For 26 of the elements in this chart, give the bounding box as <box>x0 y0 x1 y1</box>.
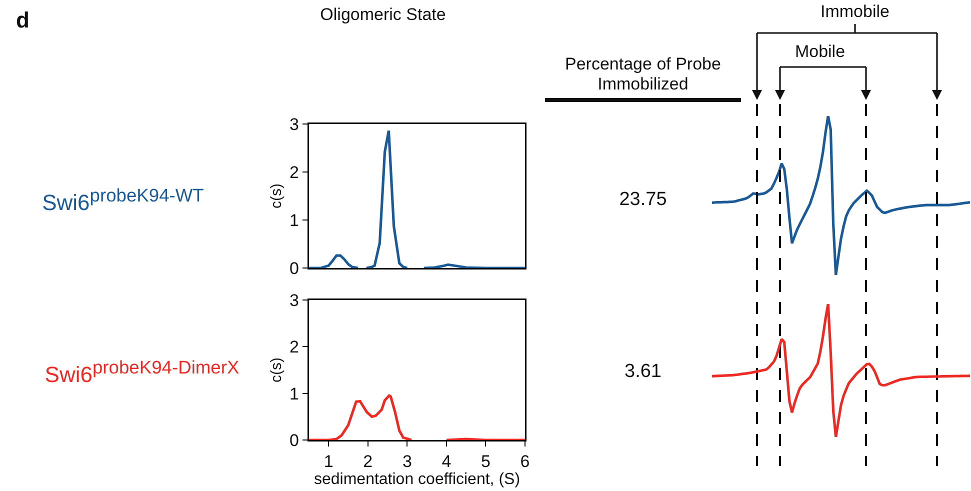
x-tick-label: 6 <box>520 452 530 471</box>
chart-title: Percentage of Probe Immobilized <box>564 54 722 94</box>
y-tick-label: 0 <box>290 430 299 450</box>
x-tick-label: 1 <box>324 452 334 471</box>
y-axis-title: c(s) <box>268 184 286 208</box>
x-tick-label: 5 <box>480 452 490 471</box>
y-tick-label: 2 <box>290 338 299 357</box>
y-tick-label: 1 <box>290 210 299 230</box>
chart-title: Oligomeric State <box>320 5 446 25</box>
y-tick-label: 3 <box>290 114 299 134</box>
text: d <box>16 7 30 33</box>
text: 23.75 <box>619 189 667 211</box>
x-tick-label: 2 <box>363 452 373 471</box>
y-tick-label: 2 <box>290 162 299 182</box>
text: Swi6$^{probeK94-WT}$ <box>42 184 204 216</box>
text: Mobile <box>794 42 846 62</box>
y-tick-label: 3 <box>290 290 299 310</box>
y-tick-label: 0 <box>290 258 299 278</box>
y-tick-label: 1 <box>290 384 299 404</box>
y-axis-title: c(s) <box>268 358 286 382</box>
text: Swi6$^{probeK94-DimerX}$ <box>44 356 240 388</box>
x-axis-title: sedimentation coefficient, (S) <box>314 471 520 488</box>
text: 3.61 <box>624 361 662 383</box>
text: Immobile <box>820 2 890 22</box>
x-tick-label: 4 <box>442 452 452 471</box>
x-tick-label: 3 <box>402 452 412 471</box>
